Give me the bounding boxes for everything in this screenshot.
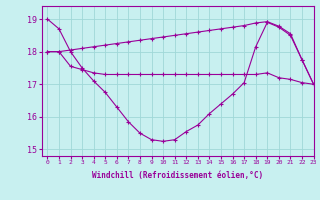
- X-axis label: Windchill (Refroidissement éolien,°C): Windchill (Refroidissement éolien,°C): [92, 171, 263, 180]
